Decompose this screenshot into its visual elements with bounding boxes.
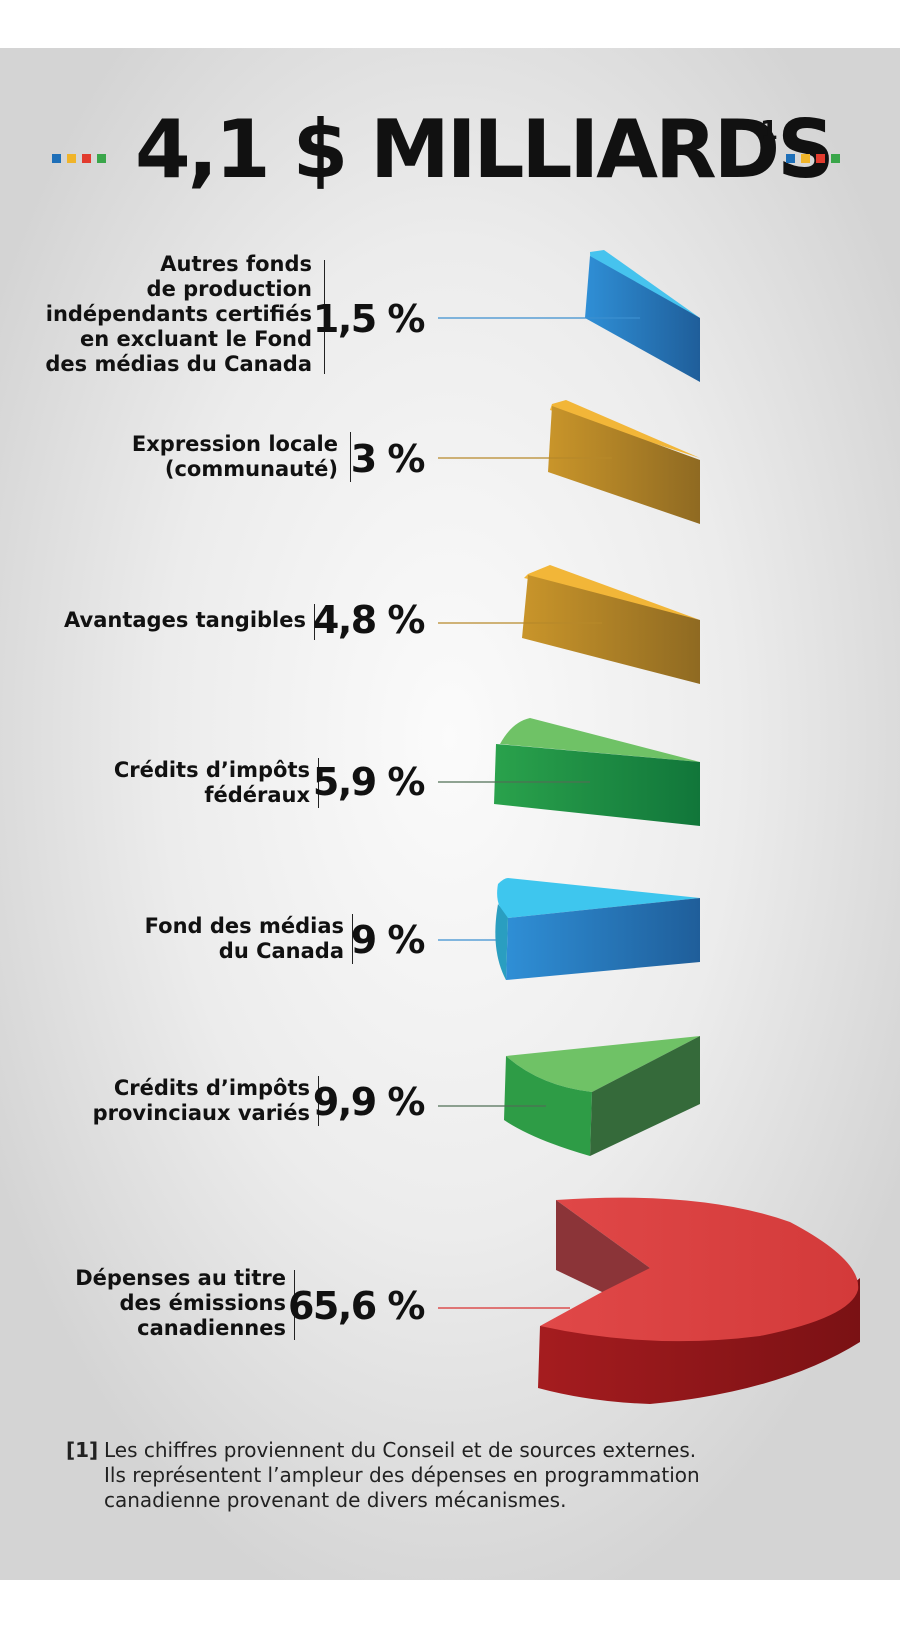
slice-label: Crédits d’impôts fédéraux	[114, 758, 310, 808]
slice-label-line: Crédits d’impôts	[113, 1076, 310, 1100]
slice-value: 65,6 %	[287, 1284, 426, 1328]
footnote-line: canadienne provenant de divers mécanisme…	[104, 1488, 567, 1512]
label-separator	[294, 1270, 295, 1340]
title-footnote-marker: 1	[760, 116, 779, 146]
dot-blue	[786, 154, 795, 163]
dot-yellow	[67, 154, 76, 163]
slice-label-line: des émissions	[119, 1291, 286, 1315]
slice-label: Autres fonds de production indépendants ce…	[45, 252, 312, 377]
slice-side	[506, 898, 700, 980]
slice-label: Dépenses au titre des émissions canadienne…	[75, 1266, 286, 1341]
footnote-text: Les chiffres proviennent du Conseil et d…	[104, 1438, 700, 1513]
dot-green	[97, 154, 106, 163]
label-separator	[350, 432, 351, 482]
label-separator	[324, 260, 325, 374]
footnote-line: Les chiffres proviennent du Conseil et d…	[104, 1438, 697, 1462]
slice-inner	[556, 1200, 650, 1292]
slice-label-line: en excluant le Fond	[79, 327, 312, 351]
label-separator	[314, 604, 315, 640]
slice-side	[504, 1056, 592, 1156]
page-title: 4,1 $ MILLIARDS	[135, 103, 835, 196]
label-separator	[318, 1076, 319, 1126]
slice-label-line: canadiennes	[137, 1316, 286, 1340]
slice-label-line: de production	[146, 277, 312, 301]
slice-top	[550, 400, 700, 458]
slice-label-line: Crédits d’impôts	[113, 758, 310, 782]
slice-label-line: des médias du Canada	[45, 352, 312, 376]
slice-top	[540, 1197, 859, 1342]
dot-yellow	[801, 154, 810, 163]
footnote-line: Ils représentent l’ampleur des dépenses …	[104, 1463, 700, 1487]
slice-label-line: Dépenses au titre	[75, 1266, 286, 1290]
slice-side	[522, 575, 700, 684]
dot-red	[82, 154, 91, 163]
slice-top	[497, 878, 700, 918]
decorative-dots-left	[52, 148, 112, 163]
slice-side	[548, 406, 700, 524]
slice-label-line: du Canada	[218, 939, 344, 963]
slice-label-line: Avantages tangibles	[64, 608, 306, 632]
slice-side	[494, 744, 700, 826]
slice-label-line: indépendants certifiés	[45, 302, 312, 326]
dot-red	[816, 154, 825, 163]
slice-label-line: (communauté)	[164, 457, 338, 481]
slice-label: Expression locale (communauté)	[132, 432, 338, 482]
slice-value: 9 %	[350, 918, 426, 962]
slice-value: 4,8 %	[312, 598, 426, 642]
slice-label-line: Fond des médias	[144, 914, 344, 938]
title-block: 4,1 $ MILLIARDS 1	[0, 96, 900, 206]
slice-side	[590, 1036, 700, 1156]
slice-top	[506, 1036, 700, 1092]
slice-label: Fond des médias du Canada	[145, 914, 344, 964]
slice-top	[524, 565, 700, 620]
slice-value: 5,9 %	[312, 760, 426, 804]
slice-side	[585, 256, 700, 382]
slice-label: Avantages tangibles	[64, 608, 306, 633]
slice-label-line: provinciaux variés	[92, 1101, 310, 1125]
dot-green	[831, 154, 840, 163]
slice-label: Crédits d’impôts provinciaux variés	[93, 1076, 310, 1126]
slice-top	[500, 718, 700, 762]
slice-label-line: Autres fonds	[160, 252, 312, 276]
label-separator	[352, 914, 353, 964]
decorative-dots-right	[786, 148, 846, 163]
slice-value: 1,5 %	[312, 297, 426, 341]
slice-label-line: Expression locale	[131, 432, 338, 456]
slice-side	[495, 904, 508, 980]
slice-value: 3 %	[350, 437, 426, 481]
dot-blue	[52, 154, 61, 163]
label-separator	[318, 758, 319, 808]
footnote-ref: [1]	[66, 1438, 99, 1462]
slice-label-line: fédéraux	[204, 783, 310, 807]
slice-value: 9,9 %	[312, 1080, 426, 1124]
